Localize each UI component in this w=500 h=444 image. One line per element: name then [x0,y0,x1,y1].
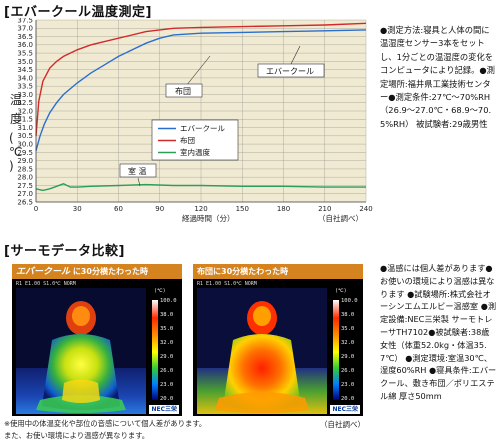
y-tick-label: 33.5 [17,83,33,91]
thermo-scale: (℃) 100.0 38.0 35.0 32.0 29.0 26.0 23.0 … [333,288,358,402]
y-tick-labels: 26.527.027.528.028.529.029.530.030.531.0… [17,18,33,206]
chart-source: （自社調べ） [318,213,363,223]
y-axis-label-char-1: 温 [10,93,22,107]
y-tick-label: 32.0 [17,107,33,115]
thermo-header-futon: 布団に30分横たわった時 [193,264,363,279]
series-line-2 [35,183,366,192]
x-tick-label: 210 [318,205,331,213]
series-lines [35,22,367,192]
thermo-caption: 布団に30分横たわった時 [197,267,289,276]
thermo-logo: NEC三栄 [149,405,179,414]
series-line-1 [35,22,367,136]
legend-label: エバークール [180,124,225,133]
thermo-header-evercool: エバークール に30分横たわった時 [12,264,182,279]
x-tick-label: 150 [236,205,249,213]
y-tick-label: 37.0 [17,25,33,33]
y-tick-label: 35.0 [17,58,33,66]
thermo-osd: R1 E1.00 S1.0℃ NORM [197,281,257,287]
callout-room-label: 室 温 [128,166,147,176]
callout-evercool-label: エバークール [266,67,314,76]
callout-room: 室 温 [119,163,157,187]
y-tick-label: 34.5 [17,66,33,74]
x-tick-label: 30 [73,205,82,213]
thermo-image-evercool: エバークール に30分横たわった時 R1 E1.00 S1.0℃ NORM [12,264,182,416]
x-tick-label: 120 [194,205,207,213]
thermo-source: （自社調べ） [320,420,365,429]
thermo-scale: (℃) 100.0 38.0 35.0 32.0 29.0 26.0 23.0 … [152,288,177,402]
y-tick-label: 31.5 [17,116,33,124]
x-tick-label: 0 [34,205,38,213]
y-tick-label: 29.0 [17,157,33,165]
y-axis-label-char-3: ( [9,131,14,145]
y-axis-label-char-4: ℃ [9,145,22,159]
y-tick-label: 32.5 [17,99,33,107]
callout-evercool: エバークール [257,45,325,78]
legend-label: 室内温度 [180,147,210,157]
thermal-body-image [197,288,327,414]
series-line-0 [35,29,367,151]
thermo-logo: NEC三栄 [330,405,360,414]
y-tick-label: 33.0 [17,91,33,99]
y-tick-label: 27.0 [17,190,33,198]
thermo-caption: に30分横たわった時 [72,267,148,276]
x-tick-label: 240 [359,205,372,213]
y-tick-label: 31.0 [17,124,33,132]
thermal-body-image [16,288,146,414]
x-axis-label: 経過時間（分） [182,213,235,223]
thermo-image-futon: 布団に30分横たわった時 R1 E1.00 S1.0℃ NORM (℃) 100… [193,264,363,416]
x-tick-labels: 0 30 60 90 120 150 180 210 240 [34,205,373,213]
y-tick-label: 29.5 [17,149,33,157]
y-tick-label: 37.5 [17,18,33,24]
x-tick-label: 60 [114,205,123,213]
y-tick-label: 27.5 [17,182,33,190]
thermo-osd: R1 E1.00 S1.0℃ NORM [16,281,76,287]
y-tick-label: 30.5 [17,132,33,140]
x-tick-label: 180 [277,205,290,213]
y-tick-label: 26.5 [17,198,33,206]
callout-futon-label: 布団 [175,86,191,96]
callout-futon: 布団 [165,55,211,98]
thermo-brand: エバークール [16,267,71,277]
measurement-notes: ●測定方法:寝具と人体の間に温湿度センサー3本をセットし、1分ごとの温湿度の変化… [380,25,495,129]
y-axis-label-char-5: ) [9,159,14,173]
y-tick-label: 28.5 [17,165,33,173]
y-tick-label: 35.5 [17,49,33,57]
temperature-chart: 26.527.027.528.028.529.029.530.030.531.0… [9,18,373,223]
y-tick-label: 34.0 [17,74,33,82]
x-tick-label: 90 [155,205,164,213]
y-tick-label: 36.5 [17,33,33,41]
legend-label: 布団 [180,135,195,145]
section-title-temperature: [エバークール温度測定] [4,5,152,20]
y-tick-label: 30.0 [17,140,33,148]
footnote: ※使用中の体温変化や部位の音感について個人差があります。 また、お使い環境により… [4,419,207,440]
y-axis-label-char-2: 度 [10,111,22,126]
section-title-thermo: [サーモデータ比較] [4,244,125,259]
y-tick-label: 28.0 [17,174,33,182]
y-tick-label: 36.0 [17,41,33,49]
thermo-notes: ●温感には個人差があります●お使いの環境により温感は異なります ●試験場所:株式… [380,263,497,401]
